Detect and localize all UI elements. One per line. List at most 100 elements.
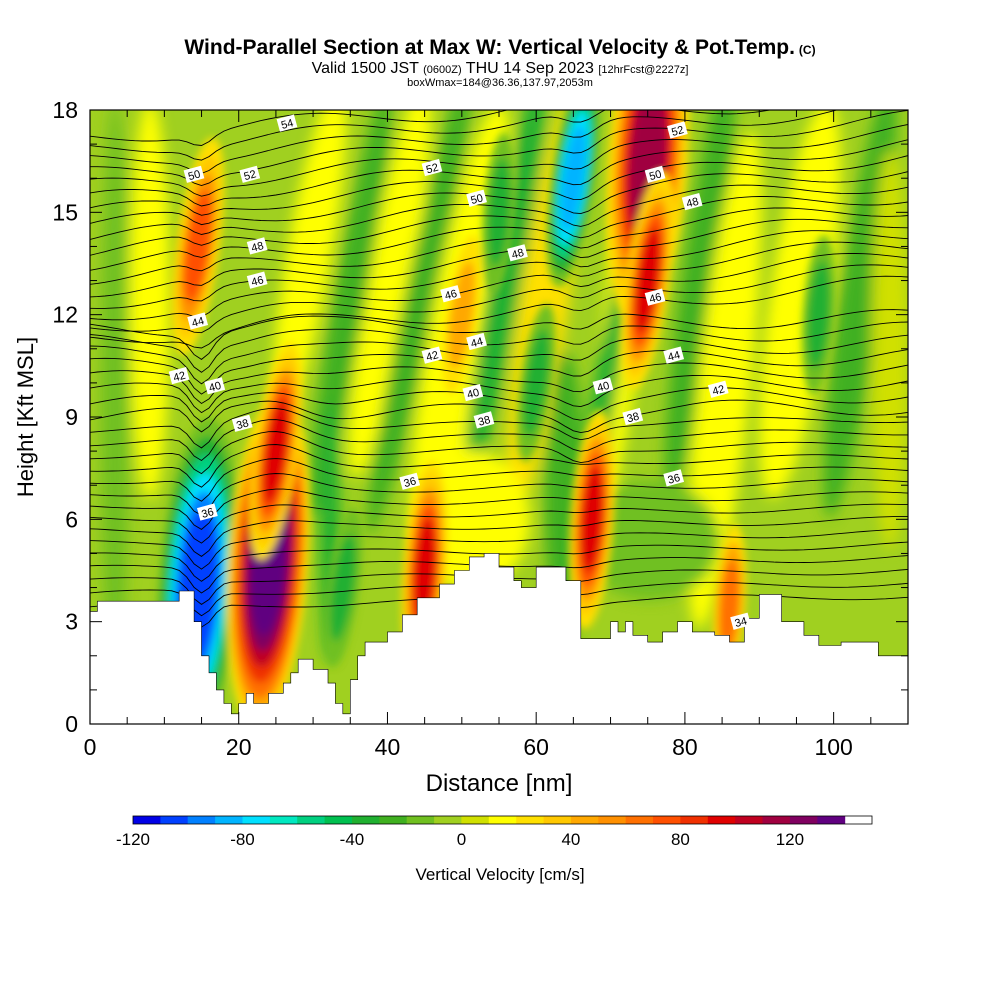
theta-contour-28	[90, 218, 908, 285]
theta-label-bg	[644, 165, 666, 183]
theta-contour-6	[90, 516, 908, 557]
velocity-core-13-ring-1	[523, 329, 550, 437]
chart-title: Wind-Parallel Section at Max W: Vertical…	[0, 36, 1000, 60]
theta-contour-13	[90, 419, 908, 462]
theta-label-bg	[663, 469, 685, 487]
colorbar-frame	[132, 815, 873, 825]
colorbar-title: Vertical Velocity [cm/s]	[415, 865, 584, 884]
theta-label-bg	[168, 367, 190, 385]
velocity-core-4-ring-4	[413, 517, 436, 624]
y-tick-label: 12	[52, 302, 78, 328]
velocity-core-5-ring-1	[329, 534, 356, 642]
velocity-core-7-ring-4	[560, 125, 587, 231]
colorbar-swatch	[680, 816, 709, 824]
theta-label-bg	[466, 189, 487, 207]
theta-contour-33	[90, 155, 908, 216]
theta-contour-37	[90, 110, 839, 174]
theta-label-14: 44	[663, 346, 685, 364]
theta-contour-38	[90, 110, 773, 161]
theta-contour-18	[90, 362, 908, 405]
velocity-cores	[156, 110, 836, 724]
theta-label-text: 38	[626, 411, 641, 426]
y-tick-label: 3	[65, 609, 78, 635]
theta-contour-20	[90, 334, 908, 385]
theta-label-text: 36	[667, 472, 682, 487]
theta-label-text: 38	[477, 414, 492, 429]
theta-contour-9	[90, 473, 908, 516]
theta-label-text: 42	[711, 383, 726, 398]
velocity-core-6-ring-4	[580, 466, 604, 573]
valid-time-line: Valid 1500 JST (0600Z) THU 14 Sep 2023 […	[0, 60, 1000, 78]
velocity-core-9-ring-4	[634, 228, 661, 333]
theta-contour-11	[90, 444, 908, 488]
theta-label-bg	[231, 414, 253, 432]
theta-label-17: 46	[644, 288, 666, 306]
velocity-core-1-ring-3	[184, 190, 212, 303]
colorbar-tick-label: -80	[230, 830, 255, 849]
colorbar-tick-label: 0	[457, 830, 466, 849]
theta-contour-26	[90, 241, 908, 309]
theta-label-bg	[644, 288, 666, 306]
colorbar-swatch	[817, 816, 846, 824]
theta-label-text: 50	[648, 168, 663, 183]
theta-contour-30	[90, 196, 908, 256]
colorbar-swatch	[352, 816, 380, 824]
theta-label-24: 52	[239, 165, 261, 183]
theta-label-bg	[421, 346, 443, 364]
theta-contour-27	[90, 230, 908, 298]
theta-label-bg	[462, 384, 484, 402]
theta-label-text: 50	[187, 168, 202, 183]
theta-label-28: 34	[730, 612, 751, 630]
colorbar-swatch	[461, 816, 490, 824]
theta-label-text: 54	[280, 117, 295, 132]
theta-label-bg	[187, 312, 209, 330]
theta-contour-36	[90, 110, 908, 186]
theta-label-text: 52	[425, 162, 440, 177]
y-tick-label: 6	[65, 506, 78, 532]
theta-label-19: 48	[507, 244, 528, 262]
theta-label-15: 46	[246, 271, 268, 289]
theta-label-text: 36	[403, 475, 418, 490]
theta-label-18: 48	[246, 237, 268, 255]
colorbar-swatch	[488, 816, 517, 824]
copyright-mark: (C)	[798, 43, 816, 57]
y-tick-label: 15	[52, 199, 78, 225]
theta-contour-21	[90, 321, 908, 373]
x-tick-label: 40	[375, 734, 401, 760]
theta-label-bg	[681, 193, 703, 211]
theta-label-23: 50	[644, 165, 666, 183]
x-tick-label: 20	[226, 734, 252, 760]
colorbar-swatch	[187, 816, 216, 824]
theta-label-1: 36	[399, 472, 421, 490]
colorbar-tick-label: -120	[116, 830, 150, 849]
theta-label-8: 40	[592, 377, 614, 395]
theta-label-22: 50	[466, 189, 487, 207]
theta-label-bg	[622, 407, 644, 426]
theta-label-3: 38	[231, 414, 253, 432]
y-tick-label: 18	[52, 97, 78, 123]
theta-contour-22	[90, 309, 908, 360]
x-tick-label: 80	[672, 734, 698, 760]
colorbar-swatch	[707, 816, 736, 824]
theta-label-bg	[663, 346, 685, 364]
theta-contour-7	[90, 503, 908, 544]
theta-contour-34	[90, 139, 908, 207]
theta-label-text: 42	[172, 370, 187, 385]
chart-title-text: Wind-Parallel Section at Max W: Vertical…	[184, 36, 795, 59]
colorbar-tick-label: 40	[561, 830, 580, 849]
theta-label-text: 48	[250, 240, 265, 255]
colorbar-swatch	[324, 816, 353, 824]
theta-label-26: 52	[666, 121, 688, 139]
theta-label-bg	[204, 377, 226, 395]
theta-label-4: 38	[473, 411, 495, 429]
theta-label-text: 44	[667, 349, 682, 364]
colorbar-tick-label: 120	[776, 830, 804, 849]
theta-label-0: 36	[196, 503, 218, 521]
theta-contour-16	[90, 387, 908, 423]
theta-label-text: 40	[596, 380, 611, 395]
theta-label-bg	[196, 503, 218, 521]
theta-contour-24	[90, 264, 908, 334]
theta-contour-35	[90, 124, 908, 197]
theta-label-text: 52	[243, 168, 258, 183]
theta-label-text: 40	[466, 387, 481, 402]
